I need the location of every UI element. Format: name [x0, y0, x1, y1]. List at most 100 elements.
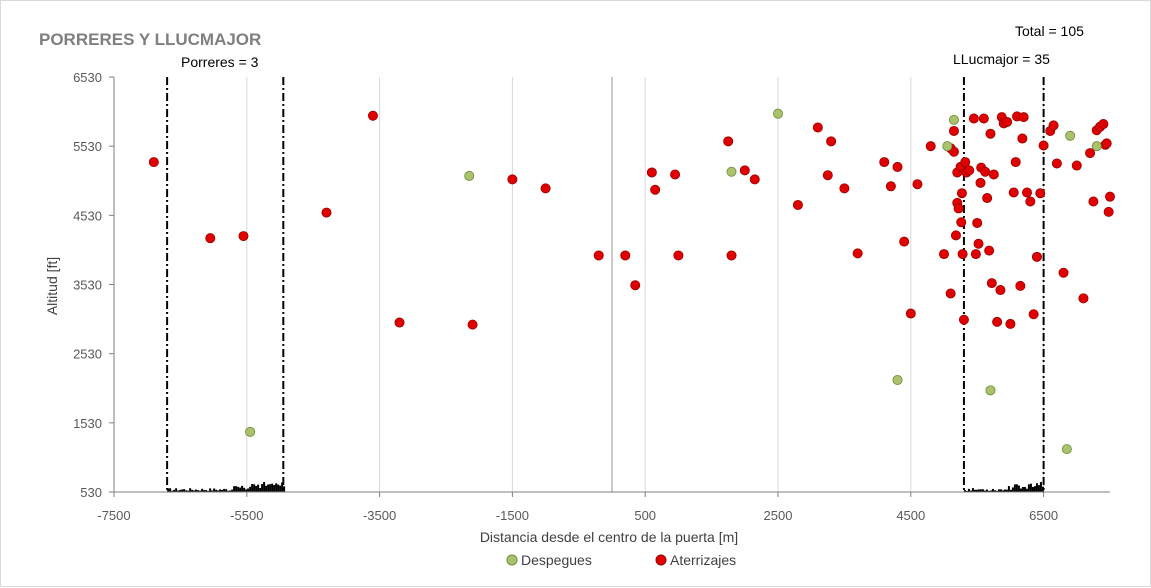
- despegue-point: [773, 108, 784, 119]
- terrain-bar: [269, 484, 272, 492]
- aterrizaje-point: [1088, 196, 1099, 207]
- terrain-bar: [965, 490, 968, 492]
- terrain-bar: [1035, 483, 1038, 492]
- terrain-bar: [275, 483, 278, 492]
- aterrizaje-point: [1015, 280, 1026, 291]
- terrain-bar: [169, 488, 172, 492]
- terrain-bar: [235, 486, 238, 492]
- total-annotation: Total = 105: [1015, 23, 1084, 39]
- despegue-point: [942, 141, 953, 152]
- terrain-bar: [215, 489, 218, 492]
- legend-marker-despegues: [506, 554, 518, 566]
- terrain-bar: [283, 486, 286, 492]
- porreres-annotation: Porreres = 3: [181, 54, 259, 70]
- terrain-bar: [1027, 484, 1030, 492]
- aterrizaje-point: [973, 238, 984, 249]
- terrain-bar: [209, 488, 212, 492]
- aterrizaje-point: [1010, 157, 1021, 168]
- axes: -7500 -5500 -3500 -1500 500 2500 4500 6500 530 15…: [73, 70, 1110, 523]
- terrain-bar: [261, 484, 264, 492]
- aterrizaje-point: [826, 136, 837, 147]
- aterrizaje-point: [950, 230, 961, 241]
- terrain-bar: [185, 490, 188, 492]
- aterrizaje-point: [986, 278, 997, 289]
- aterrizaje-point: [726, 250, 737, 261]
- aterrizaje-point: [1031, 251, 1042, 262]
- llucmajor-annotation: LLucmajor = 35: [953, 51, 1050, 67]
- aterrizaje-point: [822, 170, 833, 181]
- aterrizaje-point: [972, 217, 983, 228]
- aterrizaje-point: [953, 203, 964, 214]
- despegue-point: [1091, 141, 1102, 152]
- aterrizaje-point: [957, 249, 968, 260]
- terrain-bar: [975, 489, 978, 492]
- terrain-bar: [979, 489, 982, 492]
- aterrizaje-point: [879, 157, 890, 168]
- terrain-bar: [981, 489, 984, 492]
- aterrizaje-point: [1085, 148, 1096, 159]
- terrain-bar: [205, 490, 208, 492]
- aterrizaje-point: [739, 165, 750, 176]
- terrain-bar: [993, 490, 996, 492]
- terrain-bar: [249, 486, 252, 492]
- terrain-bar: [1019, 488, 1022, 492]
- terrain-bar: [191, 489, 194, 492]
- x-tick-label: 500: [634, 508, 656, 523]
- terrain-bar: [257, 484, 260, 492]
- terrain-bar: [179, 489, 182, 492]
- aterrizaje-point: [812, 122, 823, 133]
- terrain-bar: [187, 490, 190, 492]
- terrain-bar: [245, 489, 248, 492]
- terrain-bar: [1009, 489, 1012, 492]
- terrain-bar: [999, 489, 1002, 492]
- aterrizaje-point: [1051, 158, 1062, 169]
- terrain-bar: [279, 485, 282, 492]
- aterrizaje-point: [956, 188, 967, 199]
- terrain-bar: [1029, 483, 1032, 492]
- despegue-point: [245, 426, 256, 437]
- aterrizaje-point: [1071, 160, 1082, 171]
- terrain-bar: [247, 488, 250, 492]
- legend-label-aterrizajes: Aterrizajes: [670, 552, 736, 568]
- y-tick-label: 2530: [73, 347, 102, 362]
- terrain-bar: [1005, 489, 1008, 492]
- terrain-bar: [173, 489, 176, 492]
- data-points: [148, 108, 1116, 455]
- aterrizaje-point: [148, 157, 159, 168]
- aterrizaje-point: [1002, 116, 1013, 127]
- aterrizaje-point: [394, 317, 405, 328]
- terrain-bar: [1021, 487, 1024, 492]
- despegue-point: [948, 114, 959, 125]
- chart-title: PORRERES Y LLUCMAJOR: [39, 30, 261, 49]
- terrain-bar: [217, 490, 220, 492]
- aterrizaje-point: [975, 177, 986, 188]
- terrain-bar: [265, 485, 268, 492]
- terrain-bar: [201, 488, 204, 492]
- aterrizaje-point: [1017, 133, 1028, 144]
- aterrizaje-point: [852, 248, 863, 259]
- terrain-bars: [167, 481, 1044, 492]
- aterrizaje-point: [723, 136, 734, 147]
- aterrizaje-point: [839, 183, 850, 194]
- y-tick-label: 1530: [73, 416, 102, 431]
- aterrizaje-point: [939, 249, 950, 260]
- zone-lines: [166, 77, 1045, 492]
- aterrizaje-point: [1098, 119, 1109, 130]
- terrain-bar: [219, 489, 222, 492]
- terrain-bar: [239, 487, 242, 492]
- aterrizaje-point: [1022, 187, 1033, 198]
- terrain-bar: [233, 486, 236, 492]
- x-tick-label: 6500: [1029, 508, 1058, 523]
- aterrizaje-point: [948, 125, 959, 136]
- y-tick-label: 530: [80, 485, 102, 500]
- terrain-bar: [243, 487, 246, 492]
- aterrizaje-point: [1078, 293, 1089, 304]
- terrain-bar: [255, 485, 258, 492]
- aterrizaje-point: [1048, 120, 1059, 131]
- x-tick-label: 4500: [896, 508, 925, 523]
- terrain-bar: [231, 489, 234, 492]
- aterrizaje-point: [646, 167, 657, 178]
- terrain-bar: [241, 485, 244, 492]
